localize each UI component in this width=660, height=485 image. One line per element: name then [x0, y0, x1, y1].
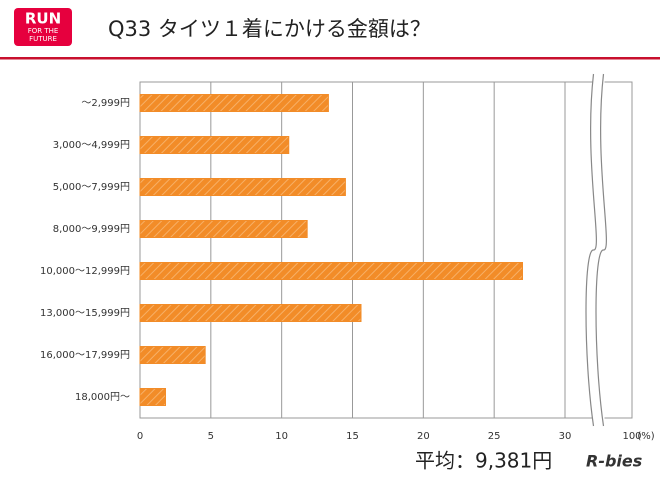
axis-break — [595, 73, 607, 427]
y-tick-label: 5,000～7,999円 — [53, 182, 130, 193]
logo-box — [14, 8, 72, 46]
y-tick-label: ～2,999円 — [81, 98, 130, 109]
bar — [139, 346, 206, 364]
x-tick-label: 25 — [488, 431, 501, 442]
y-tick-label: 3,000～4,999円 — [53, 140, 130, 151]
x-tick-label: 15 — [346, 431, 359, 442]
x-tick-label: 100 — [622, 431, 641, 442]
x-tick-label: 20 — [417, 431, 430, 442]
chart-title: Q33 タイツ１着にかける金額は？ — [108, 17, 431, 41]
logo-text: FOR THE — [28, 27, 59, 35]
x-tick-label: 30 — [559, 431, 572, 442]
logo-text: FUTURE — [29, 35, 57, 43]
logo-text: RUN — [25, 10, 61, 28]
bar — [139, 388, 166, 406]
plot-frame — [139, 81, 633, 419]
brand: R-bies — [586, 452, 642, 471]
y-tick-label: 8,000～9,999円 — [53, 224, 130, 235]
x-tick-label: 0 — [137, 431, 143, 442]
bar — [139, 304, 362, 322]
bar — [139, 94, 329, 112]
bar — [139, 136, 290, 154]
y-tick-label: 10,000～12,999円 — [40, 266, 130, 277]
bar — [139, 220, 308, 238]
axis-break — [585, 73, 597, 427]
y-tick-label: 16,000～17,999円 — [40, 350, 130, 361]
x-unit: (%) — [637, 431, 654, 442]
annotation: 平均：9,381円 — [415, 449, 552, 473]
bar — [139, 262, 523, 280]
bar — [139, 178, 346, 196]
y-tick-label: 13,000～15,999円 — [40, 308, 130, 319]
x-tick-label: 5 — [208, 431, 214, 442]
y-tick-label: 18,000円～ — [75, 392, 130, 403]
header-rule — [0, 57, 660, 60]
x-tick-label: 10 — [275, 431, 288, 442]
